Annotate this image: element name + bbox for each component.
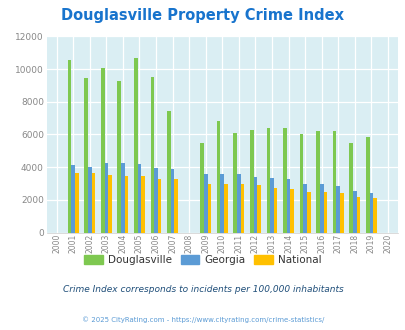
Legend: Douglasville, Georgia, National: Douglasville, Georgia, National — [80, 251, 325, 269]
Bar — [299, 134, 303, 233]
Bar — [71, 165, 75, 233]
Bar — [75, 173, 79, 233]
Bar — [336, 186, 339, 233]
Bar — [237, 174, 240, 233]
Bar — [200, 144, 203, 233]
Bar — [273, 188, 277, 233]
Bar — [224, 184, 227, 233]
Bar — [257, 185, 260, 233]
Bar — [323, 192, 326, 233]
Bar — [158, 179, 161, 233]
Bar — [315, 131, 319, 233]
Bar — [68, 60, 71, 233]
Bar — [266, 128, 269, 233]
Bar — [216, 121, 220, 233]
Bar — [88, 167, 92, 233]
Bar — [249, 130, 253, 233]
Bar — [220, 174, 224, 233]
Bar — [319, 183, 323, 233]
Bar — [303, 183, 306, 233]
Bar — [306, 192, 310, 233]
Bar — [372, 198, 376, 233]
Bar — [154, 168, 158, 233]
Bar — [290, 189, 293, 233]
Bar — [352, 191, 356, 233]
Bar — [150, 77, 154, 233]
Bar — [92, 173, 95, 233]
Bar — [100, 68, 104, 233]
Bar — [348, 144, 352, 233]
Bar — [253, 177, 257, 233]
Bar — [233, 133, 237, 233]
Bar — [203, 174, 207, 233]
Bar — [84, 78, 88, 233]
Bar — [171, 169, 174, 233]
Bar — [141, 176, 145, 233]
Text: Douglasville Property Crime Index: Douglasville Property Crime Index — [61, 8, 344, 23]
Text: © 2025 CityRating.com - https://www.cityrating.com/crime-statistics/: © 2025 CityRating.com - https://www.city… — [82, 317, 323, 323]
Bar — [124, 176, 128, 233]
Bar — [108, 175, 111, 233]
Bar — [121, 163, 124, 233]
Bar — [174, 180, 178, 233]
Bar — [365, 137, 369, 233]
Bar — [167, 111, 171, 233]
Bar — [207, 183, 211, 233]
Bar — [137, 164, 141, 233]
Bar — [286, 179, 290, 233]
Bar — [269, 178, 273, 233]
Bar — [356, 197, 359, 233]
Bar — [240, 184, 244, 233]
Bar — [332, 131, 336, 233]
Bar — [282, 128, 286, 233]
Bar — [117, 81, 121, 233]
Bar — [104, 163, 108, 233]
Text: Crime Index corresponds to incidents per 100,000 inhabitants: Crime Index corresponds to incidents per… — [62, 285, 343, 294]
Bar — [369, 193, 372, 233]
Bar — [339, 193, 343, 233]
Bar — [134, 57, 137, 233]
